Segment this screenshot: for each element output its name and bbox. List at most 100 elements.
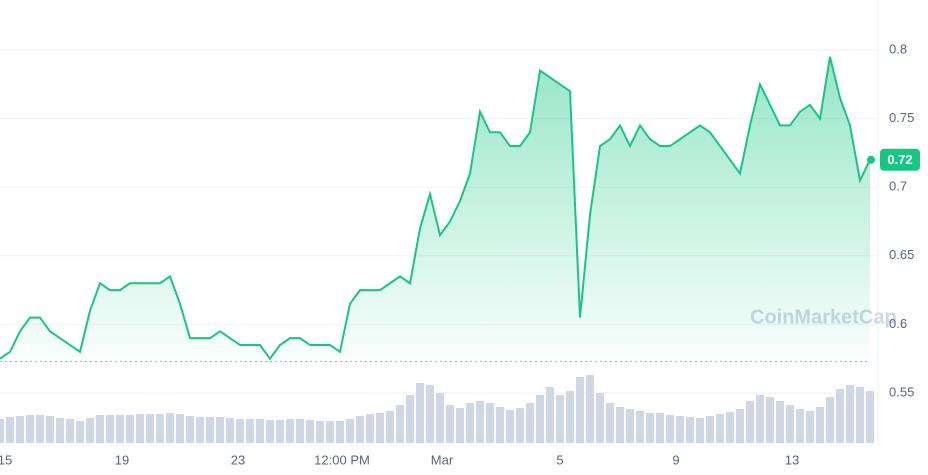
volume-bar bbox=[356, 416, 364, 443]
volume-bar bbox=[136, 414, 144, 443]
volume-bar bbox=[86, 418, 94, 443]
volume-bar bbox=[246, 419, 254, 443]
current-label-bg bbox=[880, 148, 920, 171]
volume-bar bbox=[26, 415, 34, 443]
volume-bar bbox=[66, 419, 74, 443]
volume-bar bbox=[566, 391, 574, 443]
price-line bbox=[0, 56, 871, 361]
volume-bar bbox=[176, 414, 184, 443]
volume-bar bbox=[166, 413, 174, 443]
volume-bar bbox=[496, 407, 504, 443]
volume-bar bbox=[126, 415, 134, 443]
volume-bar bbox=[846, 385, 854, 443]
volume-bar bbox=[626, 409, 634, 443]
volume-bar bbox=[736, 409, 744, 443]
volume-bar bbox=[486, 403, 494, 443]
volume-bar bbox=[226, 418, 234, 443]
volume-bar bbox=[406, 395, 414, 443]
volume-bar bbox=[726, 412, 734, 443]
volume-bar bbox=[306, 420, 314, 443]
volume-bar bbox=[396, 405, 404, 443]
volume-bar bbox=[416, 383, 424, 443]
volume-bar bbox=[716, 414, 724, 443]
volume-bar bbox=[336, 421, 344, 443]
current-dot bbox=[867, 155, 875, 164]
x-tick-label: 13 bbox=[785, 452, 799, 467]
current-label: 0.72 bbox=[887, 152, 912, 167]
volume-bar bbox=[156, 414, 164, 443]
volume-bar bbox=[146, 414, 154, 443]
volume-bar bbox=[456, 408, 464, 443]
volume-bar bbox=[106, 415, 114, 443]
volume-bar bbox=[6, 417, 14, 443]
y-tick-label: 0.75 bbox=[889, 110, 914, 125]
x-tick-label: 12:00 PM bbox=[314, 452, 370, 467]
volume-bar bbox=[236, 419, 244, 443]
volume-bar bbox=[546, 387, 554, 443]
volume-bar bbox=[536, 395, 544, 443]
volume-bar bbox=[776, 401, 784, 443]
volume-bar bbox=[856, 387, 864, 443]
x-tick-label: 19 bbox=[115, 452, 129, 467]
volume-bar bbox=[0, 419, 4, 443]
volume-bar bbox=[466, 403, 474, 443]
volume-bar bbox=[386, 411, 394, 443]
volume-bar bbox=[656, 413, 664, 443]
y-tick-label: 0.8 bbox=[889, 41, 907, 56]
volume-bar bbox=[326, 421, 334, 443]
volume-bar bbox=[706, 416, 714, 443]
volume-bar bbox=[646, 413, 654, 443]
volume-bar bbox=[186, 416, 194, 443]
volume-bar bbox=[426, 385, 434, 443]
volume-bar bbox=[676, 416, 684, 443]
volume-bar bbox=[316, 421, 324, 443]
volume-bar bbox=[806, 411, 814, 443]
volume-bar bbox=[686, 417, 694, 443]
volume-bar bbox=[366, 414, 374, 443]
volume-bar bbox=[436, 393, 444, 443]
volume-bar bbox=[516, 408, 524, 443]
volume-bar bbox=[46, 416, 54, 443]
x-tick-label: 9 bbox=[672, 452, 679, 467]
volume-bar bbox=[506, 410, 514, 443]
volume-bar bbox=[826, 397, 834, 443]
volume-bar bbox=[786, 405, 794, 443]
volume-bar bbox=[696, 418, 704, 443]
volume-bar bbox=[526, 403, 534, 443]
volume-bar bbox=[206, 417, 214, 443]
volume-bar bbox=[96, 415, 104, 443]
volume-bar bbox=[556, 395, 564, 443]
volume-bar bbox=[866, 391, 874, 443]
volume-bar bbox=[636, 411, 644, 443]
volume-bar bbox=[746, 401, 754, 443]
volume-bar bbox=[586, 375, 594, 443]
y-tick-label: 0.65 bbox=[889, 247, 914, 262]
volume-bar bbox=[56, 418, 64, 443]
volume-bar bbox=[666, 415, 674, 443]
volume-bar bbox=[296, 419, 304, 443]
volume-bar bbox=[346, 419, 354, 443]
volume-bar bbox=[286, 419, 294, 443]
y-tick-label: 0.7 bbox=[889, 179, 907, 194]
x-tick-label: 23 bbox=[231, 452, 245, 467]
volume-bar bbox=[596, 393, 604, 443]
volume-bar bbox=[376, 413, 384, 443]
volume-bar bbox=[816, 407, 824, 443]
y-tick-label: 0.6 bbox=[889, 316, 907, 331]
price-area bbox=[0, 56, 870, 362]
volume-bar bbox=[796, 409, 804, 443]
volume-bar bbox=[836, 389, 844, 443]
x-tick-label: 15 bbox=[0, 452, 12, 467]
volume-bar bbox=[606, 403, 614, 443]
volume-bar bbox=[116, 415, 124, 443]
volume-bar bbox=[276, 420, 284, 443]
volume-bar bbox=[76, 421, 84, 443]
volume-bar bbox=[756, 395, 764, 443]
volume-bar bbox=[36, 415, 44, 443]
volume-bar bbox=[16, 416, 24, 443]
volume-bar bbox=[446, 405, 454, 443]
y-tick-label: 0.55 bbox=[889, 384, 914, 399]
volume-bar bbox=[196, 417, 204, 443]
x-tick-label: Mar bbox=[431, 452, 454, 467]
